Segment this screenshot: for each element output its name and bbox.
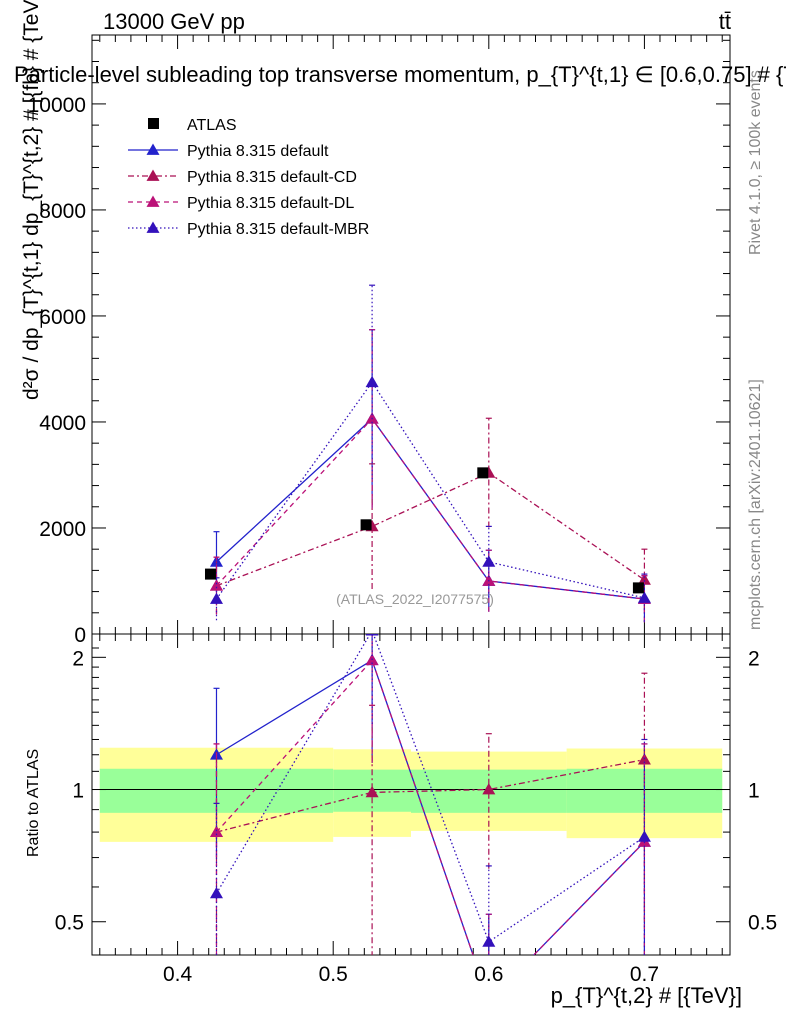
x-axis-label: p_{T}^{t,2} # [{TeV}] <box>551 983 742 1008</box>
ratio-marker <box>482 935 496 947</box>
main-y-tick-label: 6000 <box>39 306 86 329</box>
main-y-tick-label: 4000 <box>39 412 86 435</box>
legend-item: Pythia 8.315 default-DL <box>128 195 354 212</box>
atlas-data-point <box>204 568 216 580</box>
main-series-3 <box>209 284 651 622</box>
ratio-marker <box>637 830 651 842</box>
main-series-line <box>216 417 645 600</box>
ratio-y-tick-label-right: 1 <box>748 780 760 803</box>
legend-marker <box>146 221 160 233</box>
ratio-series-group <box>209 634 651 1006</box>
main-marker <box>209 555 223 567</box>
legend-marker <box>146 143 160 155</box>
ratio-marker <box>482 783 496 795</box>
ratio-marker <box>209 825 223 837</box>
ratio-marker <box>482 995 495 1006</box>
main-marker <box>365 375 379 388</box>
ratio-y-tick-label-right: 2 <box>748 647 760 670</box>
main-y-axis: 0 2000 4000 6000 8000 10000 <box>28 35 730 647</box>
ratio-series-line <box>216 658 645 955</box>
process-label: tt̄ <box>719 9 731 34</box>
x-tick-label: 0.5 <box>319 963 348 986</box>
legend-label: ATLAS <box>187 117 237 134</box>
ratio-marker <box>365 634 379 636</box>
x-tick-label: 0.4 <box>163 963 193 986</box>
ratio-series-line <box>215 634 645 943</box>
main-series-line <box>216 472 645 587</box>
ratio-marker <box>365 785 379 798</box>
atlas-data-point <box>632 582 644 594</box>
legend-item: Pythia 8.315 default-CD <box>128 169 357 186</box>
atlas-data-point <box>477 467 489 479</box>
beam-info: 13000 GeV pp <box>103 9 245 34</box>
main-marker <box>209 579 223 591</box>
legend: ATLAS Pythia 8.315 default Pythia 8.315 de… <box>128 117 369 238</box>
mcplots-label: mcplots.cern.ch [arXiv:2401.10621] <box>747 379 764 630</box>
ratio-y-tick-label: 0.5 <box>55 912 84 935</box>
main-series-line <box>216 417 645 600</box>
x-tick-label: 0.7 <box>630 963 659 986</box>
ratio-y-tick-label: 1 <box>72 780 84 803</box>
ratio-series-line <box>216 758 645 833</box>
main-series-0 <box>209 329 651 623</box>
legend-marker <box>146 169 160 181</box>
ratio-marker <box>482 995 495 1006</box>
ratio-axes: 0.5 0.5 1 1 2 2 0.4 0.5 0.6 0.7 <box>55 634 777 986</box>
main-series-1 <box>209 417 651 615</box>
main-series-line <box>215 381 645 600</box>
rivet-label: Rivet 4.1.0, ≥ 100k events <box>747 70 764 255</box>
ratio-marker <box>209 886 223 899</box>
legend-data-marker <box>148 118 159 129</box>
main-y-tick-label: 0 <box>74 624 86 647</box>
ratio-uncertainty-bands <box>99 747 723 842</box>
legend-marker <box>146 195 160 207</box>
legend-item: Pythia 8.315 default-MBR <box>128 221 369 238</box>
analysis-id: (ATLAS_2022_I2077575) <box>336 591 494 607</box>
main-y-label: d²σ / dp_{T}^{t,1} dp_{T}^{t,2} # [{fb} … <box>20 0 43 400</box>
plot-title-wrap: Particle-level subleading top transverse… <box>14 62 786 87</box>
main-marker <box>637 573 651 585</box>
main-series-2 <box>209 329 651 623</box>
main-marker <box>209 592 223 604</box>
ratio-y-label: Ratio to ATLAS <box>25 749 42 857</box>
atlas-data-group <box>204 467 644 594</box>
ratio-series-3 <box>209 634 651 955</box>
main-y-tick-label: 8000 <box>39 200 86 223</box>
plot-title: Particle-level subleading top transverse… <box>14 62 786 87</box>
x-tick-label: 0.6 <box>474 963 503 986</box>
main-series-group <box>209 284 651 623</box>
legend-label: Pythia 8.315 default-MBR <box>187 221 369 238</box>
main-y-tick-label: 10000 <box>28 94 86 117</box>
ratio-y-tick-label-right: 0.5 <box>748 912 777 935</box>
ratio-y-tick-label: 2 <box>72 647 84 670</box>
atlas-data-point <box>360 519 372 531</box>
main-marker <box>482 555 496 567</box>
legend-label: Pythia 8.315 default <box>187 143 329 160</box>
legend-label: Pythia 8.315 default-DL <box>187 195 354 212</box>
main-y-tick-label: 2000 <box>39 518 86 541</box>
legend-item: Pythia 8.315 default <box>128 143 329 160</box>
main-marker <box>637 591 651 603</box>
legend-item: ATLAS <box>148 117 237 134</box>
legend-label: Pythia 8.315 default-CD <box>187 169 357 186</box>
